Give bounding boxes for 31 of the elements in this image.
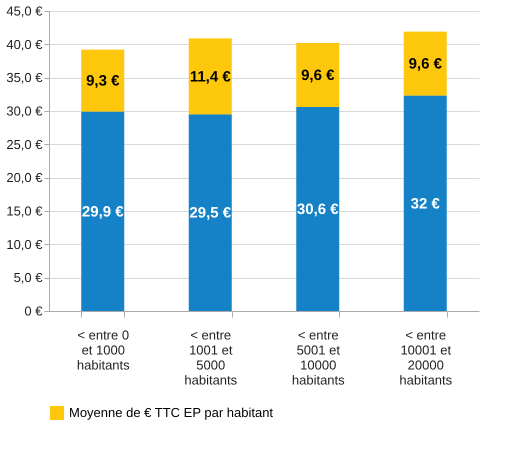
x-tick-label: < entre 5001 et 10000 habitants	[292, 328, 346, 388]
data-label: 29,9 €	[82, 203, 124, 220]
y-tick-label: 0 €	[24, 304, 44, 318]
y-tick-label: 15,0 €	[6, 204, 44, 218]
y-tick-label: 45,0 €	[6, 4, 44, 18]
bar	[188, 38, 232, 114]
bar	[81, 50, 124, 112]
data-label: 11,4 €	[190, 68, 232, 86]
y-tick-label: 30,0 €	[6, 104, 44, 118]
x-tick-label: < entre 10001 et 20000 habitants	[399, 328, 453, 388]
data-label: 9,6 €	[408, 56, 443, 73]
data-label: 30,6 €	[296, 201, 340, 218]
y-tick-label: 40,0 €	[6, 36, 44, 52]
y-tick-label: 20,0 €	[6, 170, 44, 186]
data-label: 29,5 €	[189, 204, 232, 222]
data-label: 9,3 €	[86, 72, 120, 90]
bar	[296, 107, 340, 311]
y-tick-label: 25,0 €	[6, 136, 44, 152]
x-tick-label: < entre 0 et 1000 habitants	[76, 328, 130, 372]
y-tick-label: 5,0 €	[14, 270, 44, 286]
y-tick-label: 35,0 €	[6, 70, 44, 86]
bar	[404, 96, 447, 311]
bar	[81, 112, 124, 311]
y-tick-label: 10,0 €	[6, 236, 44, 252]
data-label: 9,6 €	[301, 67, 336, 84]
bar	[188, 114, 232, 311]
x-tick-label: < entre 1001 et 5000 habitants	[184, 328, 238, 388]
bar	[404, 32, 447, 96]
legend-label: Moyenne de € TTC EP par habitant	[69, 405, 274, 420]
data-label: 32 €	[410, 195, 440, 212]
bar	[296, 43, 340, 107]
